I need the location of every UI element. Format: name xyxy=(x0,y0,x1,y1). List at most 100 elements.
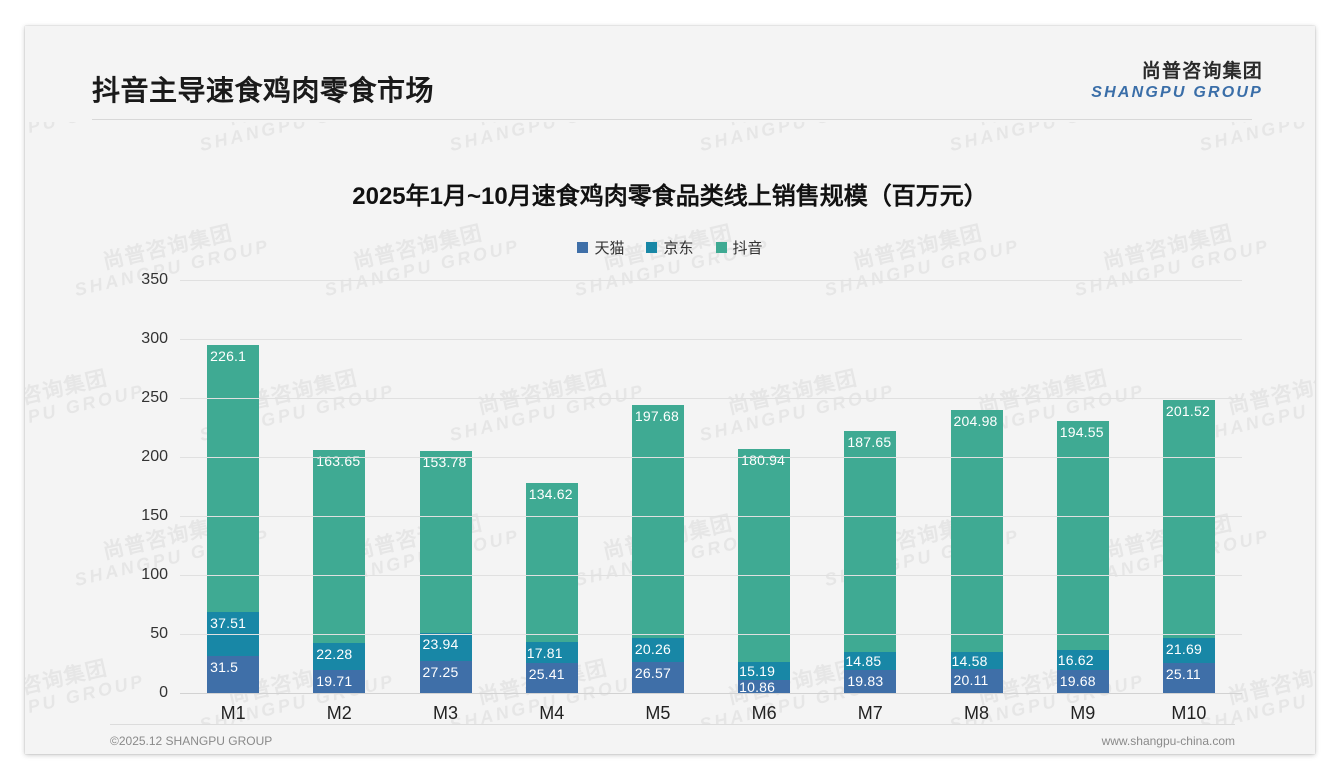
bar-value-label: 37.51 xyxy=(210,614,247,631)
x-axis-tick-label: M6 xyxy=(751,703,777,723)
bar-segment-抖音[interactable]: 194.55 xyxy=(1056,420,1109,651)
legend-item-1[interactable]: 京东 xyxy=(646,237,694,258)
bar-segment-京东[interactable]: 21.69 xyxy=(1162,637,1215,664)
stacked-bar[interactable]: 25.11 21.69 201.52 xyxy=(1162,400,1215,693)
stacked-bar[interactable]: 19.83 14.85 187.65 xyxy=(844,430,897,693)
x-axis-tick-label: M7 xyxy=(857,703,883,723)
stacked-bar[interactable]: 31.5 37.51 226.1 xyxy=(207,344,260,693)
y-axis-tick-label: 100 xyxy=(141,566,168,583)
bar-slot: 26.57 20.26 197.68 M5 xyxy=(605,280,711,723)
stacked-bar[interactable]: 20.11 14.58 204.98 xyxy=(950,410,1003,693)
y-axis-tick-label: 0 xyxy=(159,684,168,701)
x-axis-tick-label: M1 xyxy=(220,703,246,723)
gridline xyxy=(180,457,1242,458)
bar-value-label: 17.81 xyxy=(526,644,563,661)
bar-segment-京东[interactable]: 37.51 xyxy=(207,611,260,656)
footer-copyright: ©2025.12 SHANGPU GROUP xyxy=(110,734,273,748)
bar-value-label: 163.65 xyxy=(316,453,361,470)
gridline xyxy=(180,575,1242,576)
y-axis-tick-label: 300 xyxy=(141,330,168,347)
bar-value-label: 226.1 xyxy=(210,347,247,364)
bar-segment-天猫[interactable]: 25.11 xyxy=(1162,663,1215,693)
bar-segment-京东[interactable]: 14.85 xyxy=(844,652,897,670)
y-axis-tick-label: 50 xyxy=(150,625,168,642)
bar-segment-京东[interactable]: 14.58 xyxy=(950,652,1003,670)
legend-label: 天猫 xyxy=(594,240,625,257)
gridline xyxy=(180,280,1242,281)
header-divider xyxy=(92,119,1252,120)
bar-segment-京东[interactable]: 22.28 xyxy=(313,643,366,670)
bar-value-label: 25.11 xyxy=(1165,666,1201,683)
bar-slot: 19.68 16.62 194.55 M9 xyxy=(1030,280,1136,723)
x-axis-tick-label: M5 xyxy=(645,703,671,723)
bar-segment-京东[interactable]: 23.94 xyxy=(419,632,472,661)
bar-segment-抖音[interactable]: 153.78 xyxy=(419,451,472,633)
slide-footer: ©2025.12 SHANGPU GROUP www.shangpu-china… xyxy=(25,724,1315,754)
bar-value-label: 19.71 xyxy=(316,672,353,689)
bar-value-label: 25.41 xyxy=(528,666,565,683)
brand-logo: 尚普咨询集团 SHANGPU GROUP xyxy=(1091,62,1263,101)
bar-slot: 25.11 21.69 201.52 M10 xyxy=(1136,280,1242,723)
bar-segment-抖音[interactable]: 201.52 xyxy=(1162,400,1215,638)
bar-segment-抖音[interactable]: 204.98 xyxy=(950,410,1003,653)
bar-segment-抖音[interactable]: 163.65 xyxy=(313,450,366,644)
bar-segment-天猫[interactable]: 10.86 xyxy=(738,679,791,695)
stacked-bar[interactable]: 19.68 16.62 194.55 xyxy=(1056,420,1109,693)
bar-value-label: 26.57 xyxy=(634,664,671,681)
bar-segment-京东[interactable]: 17.81 xyxy=(525,642,578,664)
legend-item-0[interactable]: 天猫 xyxy=(577,237,624,258)
chart-legend: 天猫 京东 抖音 xyxy=(25,237,1315,258)
legend-swatch-icon xyxy=(577,242,589,253)
bar-segment-天猫[interactable]: 26.57 xyxy=(631,661,684,693)
stacked-bar[interactable]: 26.57 20.26 197.68 xyxy=(631,404,684,693)
bar-segment-京东[interactable]: 20.26 xyxy=(631,637,684,662)
stacked-bar[interactable]: 27.25 23.94 153.78 xyxy=(419,451,472,693)
bar-group: 31.5 37.51 226.1 M1 19.71 22.28 163.65 M2 27.25 2… xyxy=(180,280,1242,723)
bar-value-label: 22.28 xyxy=(316,646,353,663)
legend-swatch-icon xyxy=(646,242,658,253)
bar-value-label: 23.94 xyxy=(422,635,459,652)
bar-segment-抖音[interactable]: 226.1 xyxy=(207,344,260,612)
plot-area: 31.5 37.51 226.1 M1 19.71 22.28 163.65 M2 27.25 2… xyxy=(141,271,1242,723)
gridline xyxy=(180,516,1242,517)
bar-value-label: 201.52 xyxy=(1165,403,1210,419)
y-axis-tick-label: 200 xyxy=(141,448,168,465)
chart-title: 2025年1月~10月速食鸡肉零食品类线上销售规模（百万元） xyxy=(352,183,988,210)
bar-segment-抖音[interactable]: 197.68 xyxy=(631,404,684,638)
gridline xyxy=(180,398,1242,399)
page-title: 抖音主导速食鸡肉零食市场 xyxy=(92,75,435,106)
bar-segment-抖音[interactable]: 180.94 xyxy=(738,448,791,663)
bar-segment-天猫[interactable]: 20.11 xyxy=(950,669,1003,693)
legend-item-2[interactable]: 抖音 xyxy=(715,237,763,258)
bar-segment-天猫[interactable]: 25.41 xyxy=(525,663,578,693)
bar-segment-抖音[interactable]: 134.62 xyxy=(525,483,578,643)
bar-segment-天猫[interactable]: 31.5 xyxy=(207,655,260,693)
bar-value-label: 194.55 xyxy=(1059,423,1104,440)
bar-segment-天猫[interactable]: 19.83 xyxy=(844,669,897,693)
bar-value-label: 180.94 xyxy=(741,451,786,468)
bar-segment-京东[interactable]: 15.19 xyxy=(738,662,791,681)
legend-label: 抖音 xyxy=(732,240,763,257)
bar-segment-天猫[interactable]: 19.68 xyxy=(1056,669,1109,693)
stacked-bar[interactable]: 10.86 15.19 180.94 xyxy=(738,448,791,695)
bar-segment-京东[interactable]: 16.62 xyxy=(1056,650,1109,670)
bar-segment-抖音[interactable]: 187.65 xyxy=(844,430,897,653)
x-axis-tick-label: M3 xyxy=(432,703,459,723)
stacked-bar[interactable]: 19.71 22.28 163.65 xyxy=(313,450,366,693)
bar-value-label: 15.19 xyxy=(739,663,776,680)
bar-segment-天猫[interactable]: 27.25 xyxy=(419,660,472,693)
bar-segment-天猫[interactable]: 19.71 xyxy=(313,669,366,693)
stacked-bar[interactable]: 25.41 17.81 134.62 xyxy=(525,483,578,693)
bar-value-label: 187.65 xyxy=(847,433,892,450)
y-axis-tick-label: 250 xyxy=(141,389,168,406)
bar-slot: 25.41 17.81 134.62 M4 xyxy=(499,280,605,723)
bar-slot: 10.86 15.19 180.94 M6 xyxy=(711,280,817,723)
bar-value-label: 204.98 xyxy=(953,413,998,430)
footer-website[interactable]: www.shangpu-china.com xyxy=(1101,734,1235,748)
bar-value-label: 19.68 xyxy=(1059,672,1096,689)
